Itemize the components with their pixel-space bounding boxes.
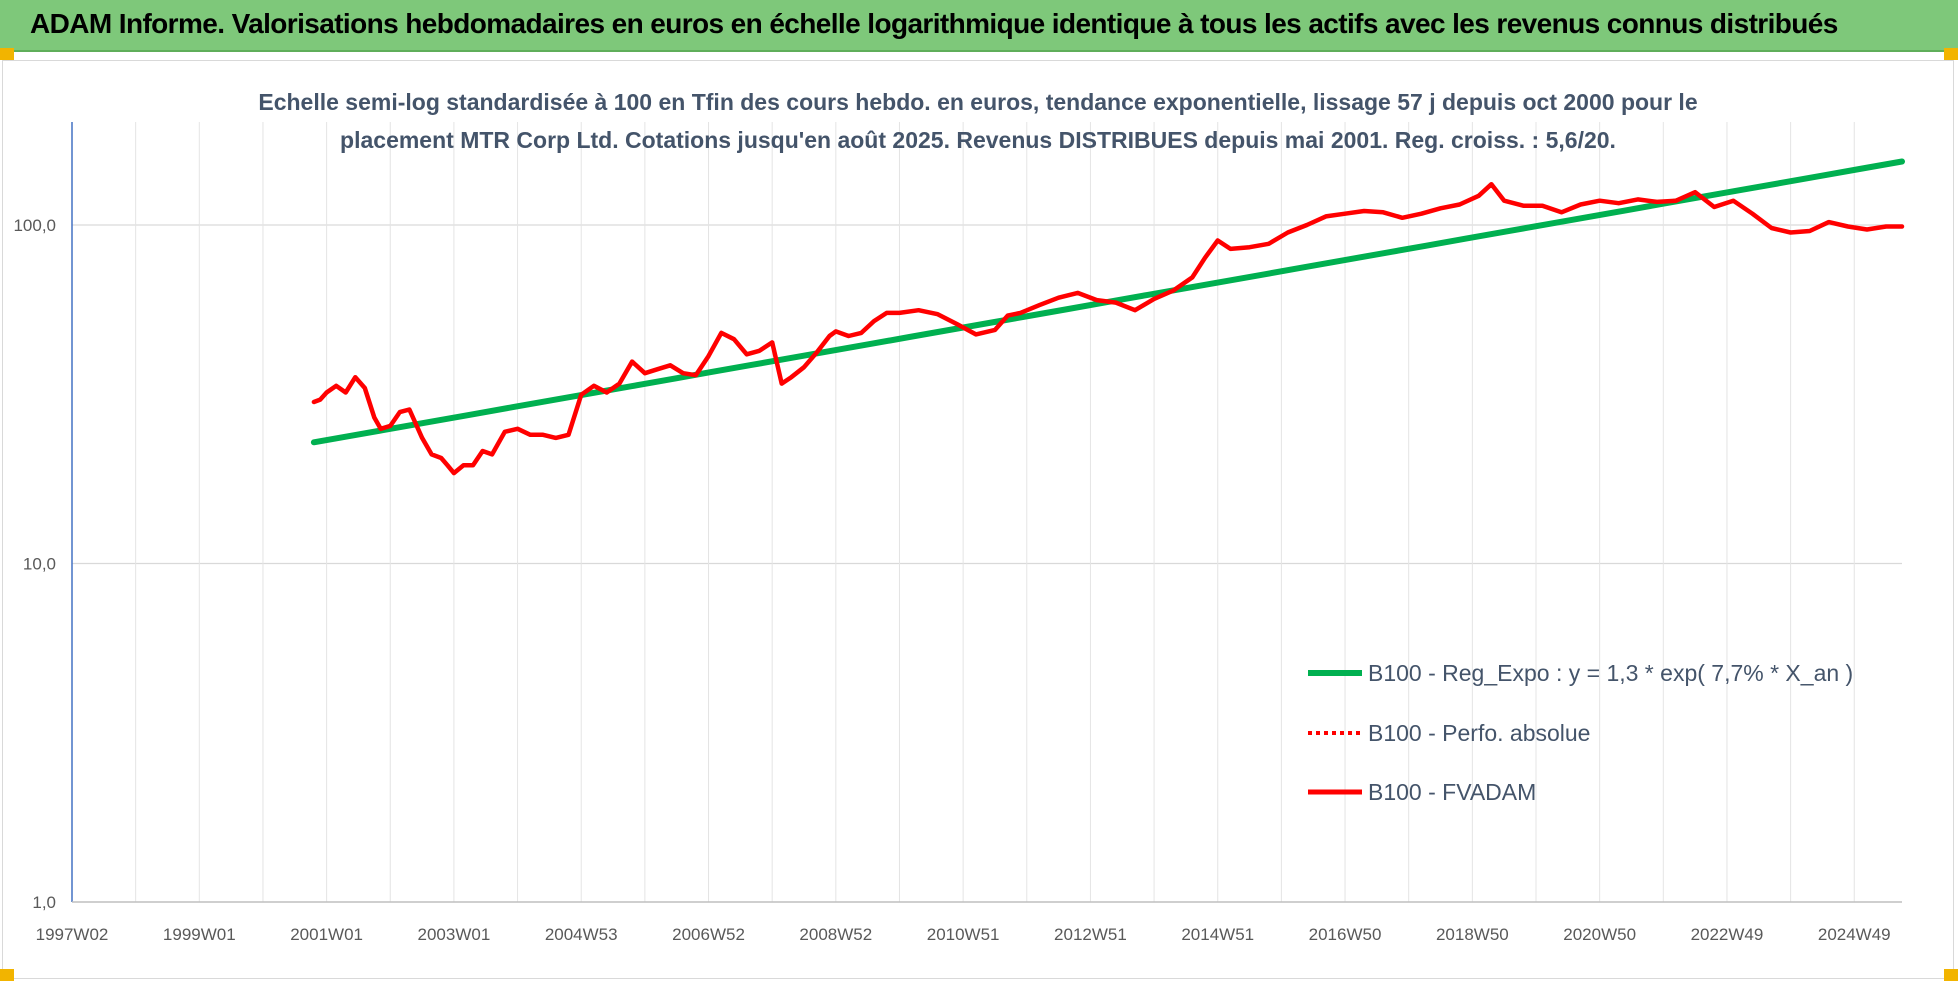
grid: [71, 122, 1902, 902]
frame-corner-bottom-right: [1944, 969, 1958, 981]
x-tick-label: 2014W51: [1181, 925, 1254, 944]
x-tick-label: 1999W01: [163, 925, 236, 944]
title-banner: ADAM Informe. Valorisations hebdomadaire…: [0, 0, 1958, 52]
x-tick-labels: 1997W02 1999W01 2001W01 2003W01 2004W53 2006W…: [36, 925, 1891, 944]
x-tick-label: 2001W01: [290, 925, 363, 944]
x-tick-label: 2010W51: [927, 925, 1000, 944]
x-tick-label: 2004W53: [545, 925, 618, 944]
x-tick-label: 2008W52: [799, 925, 872, 944]
chart-title: Echelle semi-log standardisée à 100 en T…: [258, 89, 1697, 153]
legend: B100 - Reg_Expo : y = 1,3 * exp( 7,7% * …: [1308, 660, 1853, 805]
y-tick-label: 1,0: [32, 893, 56, 912]
x-tick-label: 2020W50: [1563, 925, 1636, 944]
fvadam-line: [311, 181, 1905, 476]
legend-label-regression: B100 - Reg_Expo : y = 1,3 * exp( 7,7% * …: [1368, 660, 1853, 686]
x-tick-label: 2022W49: [1691, 925, 1764, 944]
x-tick-label: 2024W49: [1818, 925, 1891, 944]
x-tick-label: 2012W51: [1054, 925, 1127, 944]
plot-series: [310, 158, 1905, 476]
chart-frame: [2, 60, 1954, 979]
chart-title-line-1: Echelle semi-log standardisée à 100 en T…: [258, 89, 1697, 115]
banner-title: ADAM Informe. Valorisations hebdomadaire…: [30, 8, 1838, 39]
x-tick-label: 2003W01: [418, 925, 491, 944]
banner-corner-right: [1944, 48, 1958, 60]
x-tick-label: 2016W50: [1309, 925, 1382, 944]
x-tick-label: 1997W02: [36, 925, 109, 944]
legend-label-perfo: B100 - Perfo. absolue: [1368, 720, 1590, 746]
x-tick-label: 2018W50: [1436, 925, 1509, 944]
frame-corner-bottom-left: [0, 969, 14, 981]
banner-corner-left: [0, 48, 14, 60]
y-tick-label: 10,0: [23, 555, 56, 574]
legend-label-fvadam: B100 - FVADAM: [1368, 779, 1536, 805]
y-tick-labels: 1,0 10,0 100,0: [13, 216, 56, 912]
axes: [71, 122, 1902, 903]
x-tick-label: 2006W52: [672, 925, 745, 944]
chart-title-line-2: placement MTR Corp Ltd. Cotations jusqu'…: [340, 127, 1616, 153]
y-tick-label: 100,0: [13, 216, 56, 235]
